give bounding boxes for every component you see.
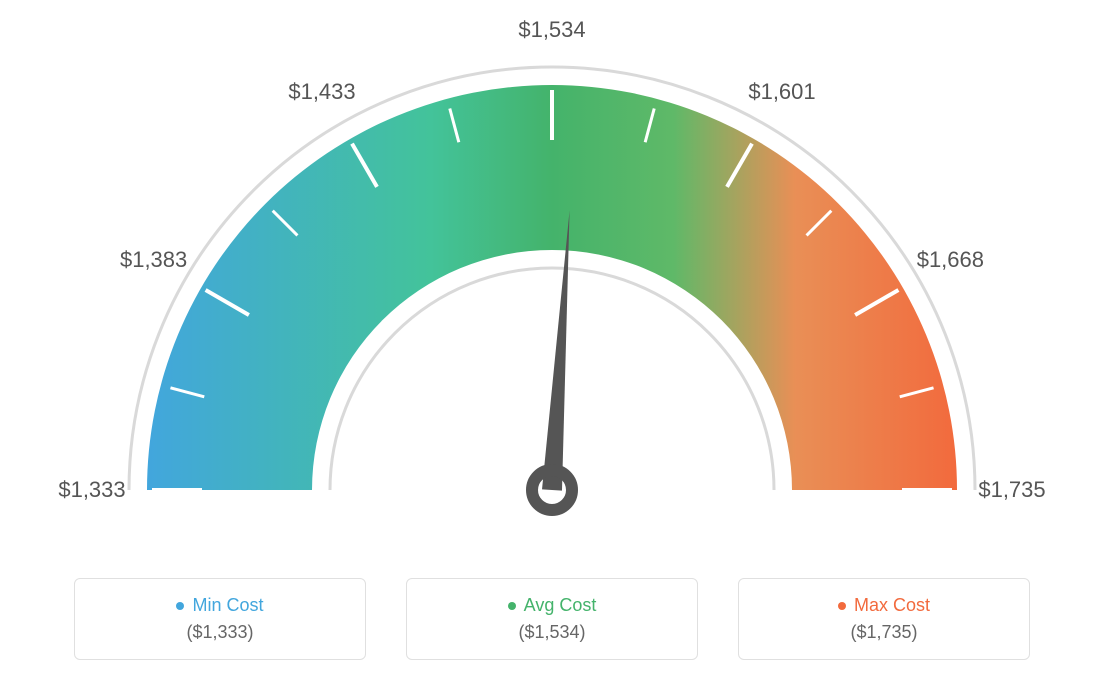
legend-card-max: Max Cost ($1,735) — [738, 578, 1030, 660]
legend-row: Min Cost ($1,333) Avg Cost ($1,534) Max … — [0, 578, 1104, 660]
legend-value-max: ($1,735) — [850, 622, 917, 643]
legend-card-min: Min Cost ($1,333) — [74, 578, 366, 660]
tick-label-1: $1,383 — [120, 247, 187, 273]
legend-card-avg: Avg Cost ($1,534) — [406, 578, 698, 660]
legend-name-max: Max Cost — [854, 595, 930, 616]
legend-dot-max — [838, 602, 846, 610]
tick-label-2: $1,433 — [288, 79, 355, 105]
legend-value-avg: ($1,534) — [518, 622, 585, 643]
legend-name-min: Min Cost — [192, 595, 263, 616]
legend-dot-avg — [508, 602, 516, 610]
tick-label-4: $1,601 — [748, 79, 815, 105]
legend-name-avg: Avg Cost — [524, 595, 597, 616]
legend-value-min: ($1,333) — [186, 622, 253, 643]
tick-label-0: $1,333 — [58, 477, 125, 503]
tick-label-5: $1,668 — [917, 247, 984, 273]
legend-title-max: Max Cost — [838, 595, 930, 616]
legend-title-min: Min Cost — [176, 595, 263, 616]
legend-title-avg: Avg Cost — [508, 595, 597, 616]
tick-label-6: $1,735 — [978, 477, 1045, 503]
gauge-svg — [0, 0, 1104, 560]
gauge-area — [0, 0, 1104, 560]
gauge-chart-container: $1,333 $1,383 $1,433 $1,534 $1,601 $1,668 $1,7… — [0, 0, 1104, 690]
legend-dot-min — [176, 602, 184, 610]
tick-label-3: $1,534 — [518, 17, 585, 43]
